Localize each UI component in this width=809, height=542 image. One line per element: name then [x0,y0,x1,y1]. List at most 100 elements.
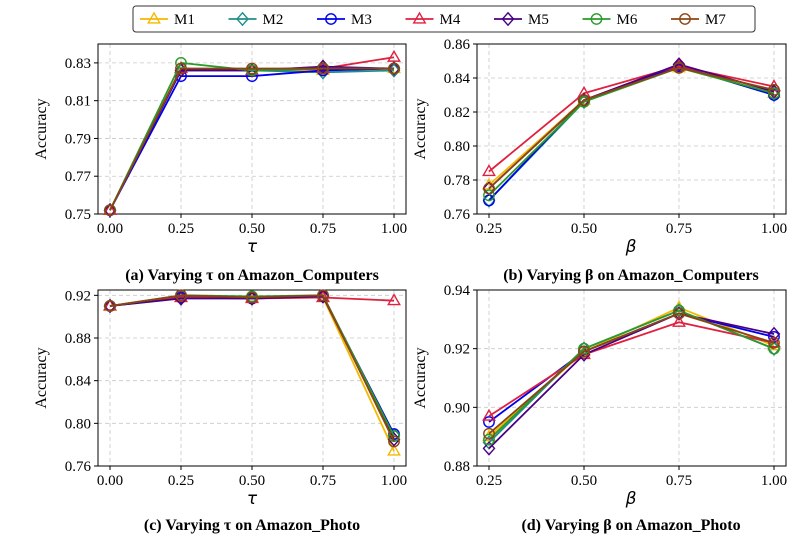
series-m1 [482,300,781,442]
y-tick-label: 0.86 [444,37,471,53]
legend-label: M6 [617,12,638,28]
data-point [483,416,495,428]
plot-frame [476,289,787,467]
panel-caption: (a) Varying τ on Amazon_Computers [125,267,379,284]
y-axis-label: Accuracy [412,98,429,159]
y-axis-label: Accuracy [33,98,50,159]
data-point [387,293,401,306]
legend-entry-m4: M4 [405,11,461,28]
series-line [109,67,394,211]
data-point [768,84,780,96]
panel-caption: (d) Varying β on Amazon_Photo [521,517,740,534]
y-axis-label: Accuracy [412,347,429,408]
x-tick-label: 0.25 [476,221,502,237]
y-tick-label: 0.92 [65,288,91,304]
series-line [109,295,395,436]
series-line [488,321,775,417]
data-point [673,307,685,320]
legend-label: M7 [705,12,726,28]
series-line [488,312,775,435]
data-point [316,289,330,304]
legend: M1 M2 M3 M4 M5 M6 M7 [132,5,756,33]
x-tick-label: 0.75 [310,221,336,237]
data-point [768,87,780,100]
chart-panel-2: 0.76 0.78 0.80 0.82 0.84 0.86 0.25 0.50 0.75 1.00… [412,37,787,284]
x-axis-label: τ [247,489,258,509]
data-point [482,164,496,177]
data-point [578,345,590,358]
panel-caption: (b) Varying β on Amazon_Computers [503,267,759,284]
x-tick-label: 0.50 [239,221,265,237]
chart-panels: 0.75 0.77 0.79 0.81 0.83 0.00 0.25 0.50 0.75 1.00… [33,37,787,534]
series-line [488,66,775,190]
series-line [109,294,395,442]
data-point [104,300,116,312]
x-tick-label: 0.00 [97,221,123,237]
legend-label: M4 [440,12,461,28]
y-axis-label: Accuracy [33,347,50,408]
legend-entry-m1: M1 [140,11,195,28]
legend-entry-m3: M3 [317,12,372,28]
data-point [175,289,187,302]
legend-entry-m5: M5 [494,11,549,28]
y-tick-label: 0.81 [65,94,91,110]
legend-label: M1 [174,12,195,28]
data-point [317,62,329,75]
legend-entry-m7: M7 [671,12,726,28]
data-point [482,408,496,421]
y-tick-label: 0.92 [444,342,470,358]
chart-panel-1: 0.75 0.77 0.79 0.81 0.83 0.00 0.25 0.50 0.75 1.00… [33,43,407,284]
data-point [768,336,780,349]
series-line [109,69,395,211]
y-tick-label: 0.88 [444,459,470,475]
data-point [103,202,117,215]
data-point [175,62,187,75]
y-tick-label: 0.78 [444,173,470,189]
series-line [488,65,775,173]
legend-label: M2 [263,12,284,28]
x-tick-label: 1.00 [381,221,407,237]
series-m7 [483,61,780,195]
series-line [488,312,775,450]
data-point [387,61,401,76]
series-line [488,66,775,196]
legend-frame [132,5,756,33]
chart-panel-4: 0.88 0.90 0.92 0.94 0.25 0.50 0.75 1.00 β Accurac… [412,283,787,534]
y-tick-label: 0.77 [65,169,92,185]
legend-label: M3 [351,12,372,28]
series-m7 [104,62,400,217]
y-tick-label: 0.82 [444,105,470,121]
legend-marker-circle [590,13,603,25]
legend-entry-m6: M6 [582,12,638,28]
x-tick-label: 0.75 [666,221,692,237]
x-tick-label: 0.50 [239,473,265,489]
x-axis-label: τ [247,237,258,257]
data-point [767,326,781,342]
data-point [483,433,495,446]
legend-marker-diamond [501,11,515,27]
data-point [387,443,401,456]
data-point [104,204,116,217]
x-tick-label: 1.00 [381,473,407,489]
data-point [672,314,686,327]
legend-marker-circle [325,13,337,25]
x-axis-label: β [625,237,637,257]
chart-panel-3: 0.76 0.80 0.84 0.88 0.92 0.00 0.25 0.50 0.75 1.00… [33,288,407,534]
x-axis-label: β [625,489,637,509]
series-m7 [104,289,400,448]
y-tick-label: 0.80 [444,139,470,155]
y-tick-label: 0.84 [444,71,471,87]
data-point [673,61,685,74]
legend-marker-triangle [147,11,161,24]
data-point [103,298,117,314]
y-tick-label: 0.84 [65,374,92,390]
y-tick-label: 0.90 [444,400,470,416]
y-tick-label: 0.76 [444,207,471,223]
data-point [482,435,496,450]
plot-frame [476,43,787,215]
data-point [388,435,400,448]
data-point [673,304,685,317]
series-line [109,295,395,435]
x-tick-label: 0.25 [168,473,194,489]
